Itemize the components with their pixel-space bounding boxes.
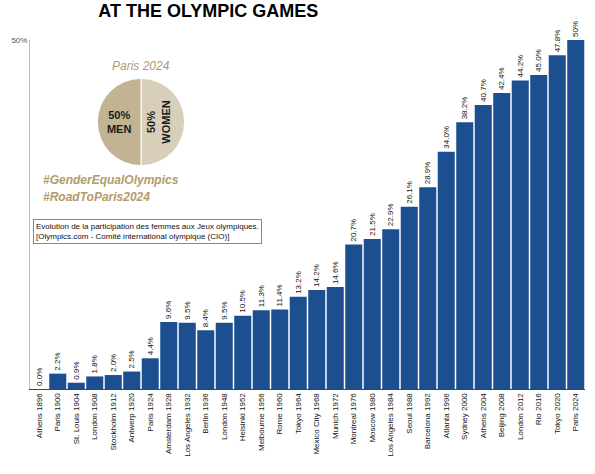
svg-text:Athens 2004: Athens 2004 <box>479 393 488 438</box>
svg-text:Paris 1900: Paris 1900 <box>53 393 62 432</box>
svg-text:Tokyo 1964: Tokyo 1964 <box>294 393 303 434</box>
svg-text:Helsinki 1952: Helsinki 1952 <box>238 393 247 442</box>
svg-text:38.2%: 38.2% <box>460 97 469 120</box>
svg-text:London 1948: London 1948 <box>220 393 229 440</box>
svg-text:London 2012: London 2012 <box>516 393 525 440</box>
svg-text:8.4%: 8.4% <box>201 309 210 327</box>
svg-text:0.0%: 0.0% <box>35 368 44 386</box>
svg-text:2.5%: 2.5% <box>127 350 136 368</box>
svg-text:Mexico City 1968: Mexico City 1968 <box>312 393 321 455</box>
svg-text:50%: 50% <box>571 21 580 37</box>
svg-text:28.9%: 28.9% <box>423 162 432 185</box>
svg-text:Los Angeles 1984: Los Angeles 1984 <box>386 393 395 457</box>
svg-text:Sydney 2000: Sydney 2000 <box>460 393 469 440</box>
svg-text:0.9%: 0.9% <box>72 361 81 379</box>
svg-text:St. Louis 1904: St. Louis 1904 <box>72 393 81 445</box>
svg-text:9.5%: 9.5% <box>183 301 192 319</box>
svg-text:Rome 1960: Rome 1960 <box>275 393 284 435</box>
svg-text:47.8%: 47.8% <box>553 30 562 53</box>
svg-text:#RoadToParis2024: #RoadToParis2024 <box>43 190 150 204</box>
svg-text:45.0%: 45.0% <box>534 49 543 72</box>
svg-text:Moscow 1980: Moscow 1980 <box>368 393 377 443</box>
svg-text:Melbourne 1956: Melbourne 1956 <box>257 393 266 451</box>
svg-text:9.5%: 9.5% <box>220 301 229 319</box>
svg-text:50%WOMEN: 50%WOMEN <box>145 100 171 143</box>
svg-text:50%: 50% <box>11 36 27 45</box>
svg-text:Tokyo 2020: Tokyo 2020 <box>553 393 562 434</box>
svg-text:Evolution de la participation: Evolution de la participation des femmes… <box>36 222 259 241</box>
svg-text:2.2%: 2.2% <box>53 352 62 370</box>
svg-text:Rio 2016: Rio 2016 <box>534 393 543 426</box>
svg-text:14.2%: 14.2% <box>312 264 321 287</box>
svg-text:10.5%: 10.5% <box>238 290 247 313</box>
svg-text:11.3%: 11.3% <box>257 285 266 307</box>
svg-text:2.0%: 2.0% <box>109 354 118 372</box>
svg-text:14.6%: 14.6% <box>331 261 340 284</box>
svg-text:21.5%: 21.5% <box>368 213 377 236</box>
svg-text:AT THE OLYMPIC GAMES: AT THE OLYMPIC GAMES <box>98 1 318 21</box>
svg-text:Munich 1972: Munich 1972 <box>331 393 340 439</box>
svg-text:34.0%: 34.0% <box>442 126 451 149</box>
svg-text:Athens 1896: Athens 1896 <box>35 393 44 438</box>
svg-text:Antwerp 1920: Antwerp 1920 <box>127 393 136 443</box>
svg-text:Berlin 1936: Berlin 1936 <box>201 393 210 434</box>
svg-text:40.7%: 40.7% <box>479 79 488 102</box>
svg-text:Paris 2024: Paris 2024 <box>112 59 170 73</box>
svg-text:Amsterdam 1928: Amsterdam 1928 <box>164 393 173 454</box>
svg-text:22.9%: 22.9% <box>386 203 395 226</box>
svg-text:London 1908: London 1908 <box>90 393 99 440</box>
svg-text:Stockholm 1912: Stockholm 1912 <box>109 393 118 451</box>
svg-text:44.2%: 44.2% <box>516 55 525 78</box>
svg-text:Paris 1924: Paris 1924 <box>146 393 155 432</box>
svg-text:Barcelona 1992: Barcelona 1992 <box>423 393 432 450</box>
svg-text:26.1%: 26.1% <box>405 181 414 204</box>
svg-text:#GenderEqualOlympics: #GenderEqualOlympics <box>43 173 179 187</box>
svg-text:50%MEN: 50%MEN <box>107 109 132 135</box>
svg-text:42.4%: 42.4% <box>497 67 506 90</box>
svg-text:11.4%: 11.4% <box>275 284 284 306</box>
svg-text:20.7%: 20.7% <box>349 219 358 242</box>
svg-text:4.4%: 4.4% <box>146 337 155 355</box>
svg-text:Los Angeles 1932: Los Angeles 1932 <box>183 393 192 457</box>
svg-text:1.8%: 1.8% <box>90 355 99 373</box>
svg-text:Beijing 2008: Beijing 2008 <box>497 393 506 438</box>
svg-text:9.6%: 9.6% <box>164 301 173 319</box>
svg-text:13.2%: 13.2% <box>294 271 303 294</box>
svg-text:Atlanta 1996: Atlanta 1996 <box>442 393 451 438</box>
svg-text:Montreal 1976: Montreal 1976 <box>349 393 358 445</box>
svg-text:Paris 2024: Paris 2024 <box>571 393 580 432</box>
svg-text:Seoul 1988: Seoul 1988 <box>405 393 414 434</box>
